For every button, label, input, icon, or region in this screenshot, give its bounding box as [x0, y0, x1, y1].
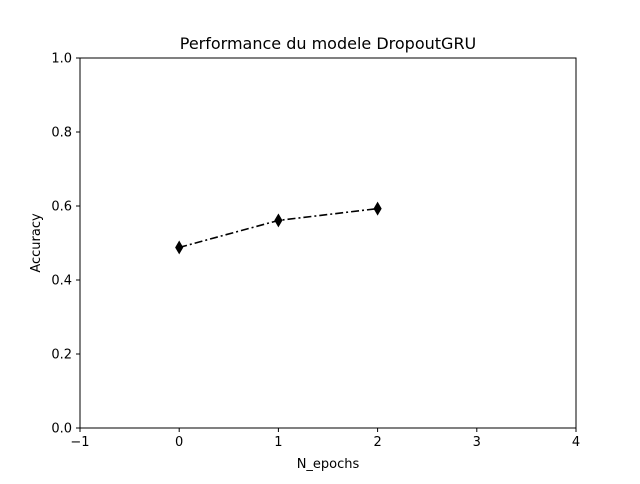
x-tick-label: 3	[473, 435, 481, 450]
y-axis-ticks: 0.0 0.2 0.4 0.6 0.8 1.0	[51, 52, 80, 437]
data-point-marker	[274, 213, 283, 228]
x-tick-label: 4	[572, 435, 580, 450]
x-tick-label: −1	[70, 435, 89, 450]
data-point-marker	[373, 201, 382, 216]
data-point-marker	[175, 240, 184, 255]
y-tick-label: 0.2	[51, 348, 72, 363]
x-tick-label: 2	[373, 435, 381, 450]
chart-title: Performance du modele DropoutGRU	[180, 34, 477, 53]
x-axis-ticks: −1 0 1 2 3 4	[70, 428, 580, 450]
y-tick-label: 0.8	[51, 126, 72, 141]
x-axis-label: N_epochs	[297, 457, 360, 472]
x-tick-label: 0	[175, 435, 183, 450]
x-tick-label: 1	[274, 435, 282, 450]
y-axis-label: Accuracy	[29, 213, 44, 273]
y-tick-label: 0.6	[51, 200, 72, 215]
plot-area-frame	[79, 57, 577, 429]
y-tick-label: 0.0	[51, 422, 72, 437]
y-tick-label: 0.4	[51, 274, 72, 289]
y-tick-label: 1.0	[51, 52, 72, 67]
series-layer	[175, 201, 382, 255]
